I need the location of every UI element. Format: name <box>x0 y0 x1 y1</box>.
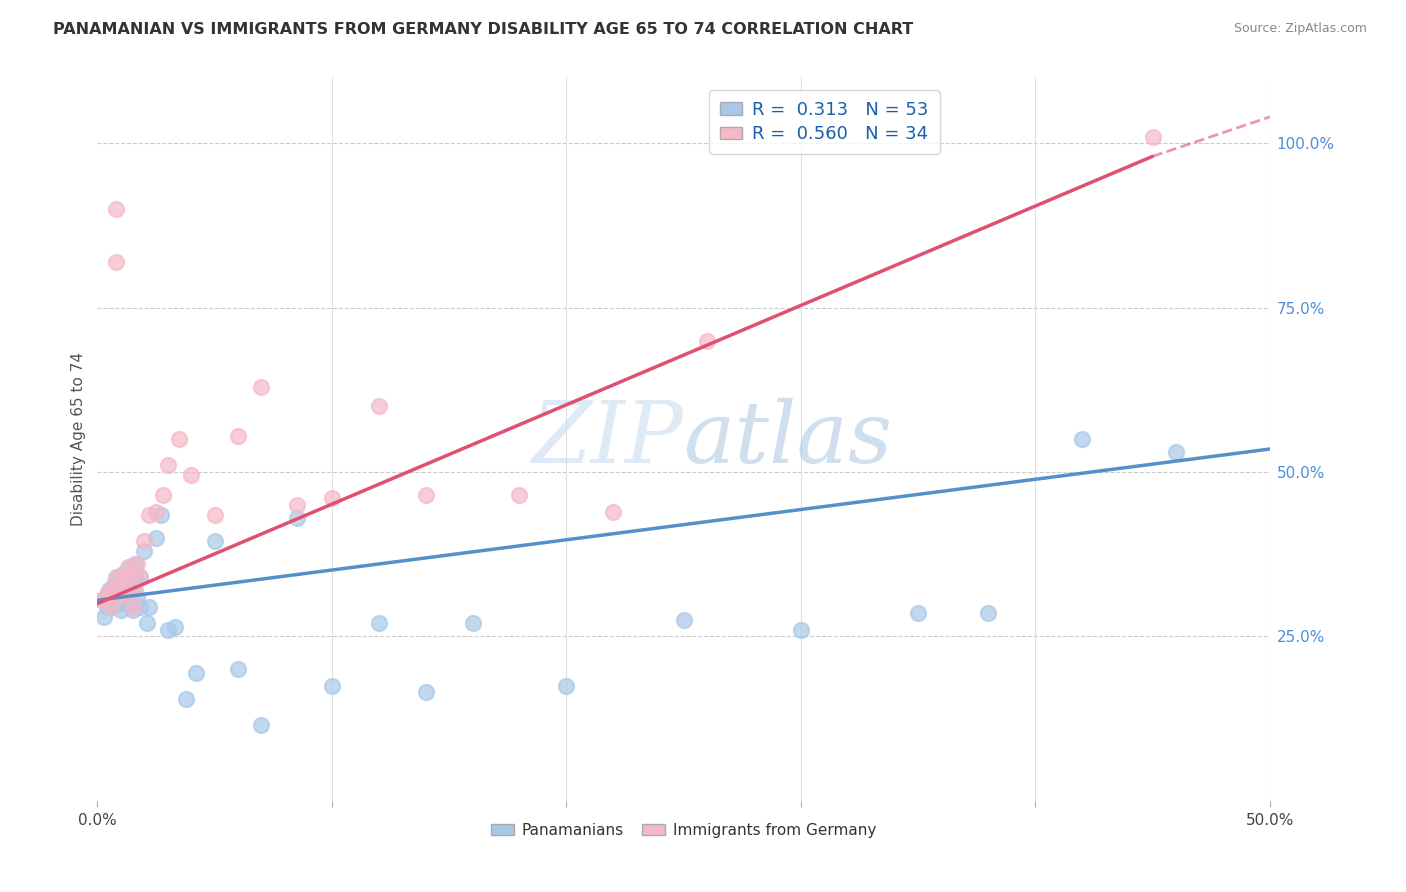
Point <box>105 580 128 594</box>
Point <box>96 587 118 601</box>
Point <box>138 508 160 522</box>
Point <box>91 593 114 607</box>
Point <box>226 662 249 676</box>
Point <box>184 665 207 680</box>
Point <box>180 468 202 483</box>
Text: atlas: atlas <box>683 398 893 481</box>
Point <box>105 570 128 584</box>
Point <box>112 587 135 601</box>
Point <box>204 534 226 549</box>
Point <box>135 616 157 631</box>
Point <box>105 202 128 216</box>
Point <box>156 458 179 473</box>
Point <box>285 511 308 525</box>
Point <box>103 580 125 594</box>
Point <box>156 623 179 637</box>
Point <box>107 570 129 584</box>
Point <box>124 583 146 598</box>
Point <box>105 254 128 268</box>
Point <box>367 616 389 631</box>
Point <box>107 597 129 611</box>
Point <box>321 679 343 693</box>
Point <box>121 603 143 617</box>
Point <box>120 566 142 581</box>
Point <box>121 580 143 594</box>
Point <box>415 685 437 699</box>
Point <box>1164 445 1187 459</box>
Point <box>103 577 125 591</box>
Point <box>105 590 128 604</box>
Point <box>96 599 118 614</box>
Point <box>120 560 142 574</box>
Point <box>555 679 578 693</box>
Y-axis label: Disability Age 65 to 74: Disability Age 65 to 74 <box>72 352 86 526</box>
Point <box>103 587 125 601</box>
Point <box>250 379 273 393</box>
Point <box>149 508 172 522</box>
Text: ZIP: ZIP <box>531 398 683 481</box>
Point <box>907 607 929 621</box>
Text: PANAMANIAN VS IMMIGRANTS FROM GERMANY DISABILITY AGE 65 TO 74 CORRELATION CHART: PANAMANIAN VS IMMIGRANTS FROM GERMANY DI… <box>53 22 914 37</box>
Point <box>226 429 249 443</box>
Text: Source: ZipAtlas.com: Source: ZipAtlas.com <box>1233 22 1367 36</box>
Point <box>128 570 150 584</box>
Point <box>977 607 1000 621</box>
Point <box>124 557 146 571</box>
Point <box>152 488 174 502</box>
Point <box>1071 432 1094 446</box>
Point <box>127 557 149 571</box>
Point <box>790 623 813 637</box>
Point <box>100 599 122 614</box>
Point <box>114 587 136 601</box>
Point <box>145 504 167 518</box>
Point <box>285 498 308 512</box>
Point <box>415 488 437 502</box>
Legend: Panamanians, Immigrants from Germany: Panamanians, Immigrants from Germany <box>485 817 882 844</box>
Point <box>1142 129 1164 144</box>
Point <box>321 491 343 506</box>
Point <box>169 432 191 446</box>
Point <box>110 577 132 591</box>
Point <box>163 619 186 633</box>
Point <box>508 488 530 502</box>
Point <box>134 534 156 549</box>
Point <box>98 590 121 604</box>
Point <box>696 334 718 348</box>
Point <box>114 593 136 607</box>
Point <box>602 504 624 518</box>
Point <box>672 613 695 627</box>
Point <box>98 583 121 598</box>
Point <box>117 560 139 574</box>
Point <box>127 590 149 604</box>
Point <box>461 616 484 631</box>
Point <box>145 531 167 545</box>
Point <box>134 544 156 558</box>
Point <box>250 718 273 732</box>
Point <box>112 566 135 581</box>
Point <box>110 580 132 594</box>
Point <box>117 597 139 611</box>
Point <box>110 603 132 617</box>
Point <box>121 599 143 614</box>
Point <box>98 590 121 604</box>
Point <box>100 599 122 614</box>
Point <box>93 609 115 624</box>
Point <box>128 570 150 584</box>
Point <box>367 399 389 413</box>
Point <box>128 599 150 614</box>
Point <box>176 692 198 706</box>
Point <box>91 593 114 607</box>
Point <box>204 508 226 522</box>
Point <box>112 570 135 584</box>
Point <box>138 599 160 614</box>
Point <box>114 577 136 591</box>
Point <box>117 583 139 598</box>
Point <box>110 590 132 604</box>
Point <box>124 570 146 584</box>
Point <box>107 590 129 604</box>
